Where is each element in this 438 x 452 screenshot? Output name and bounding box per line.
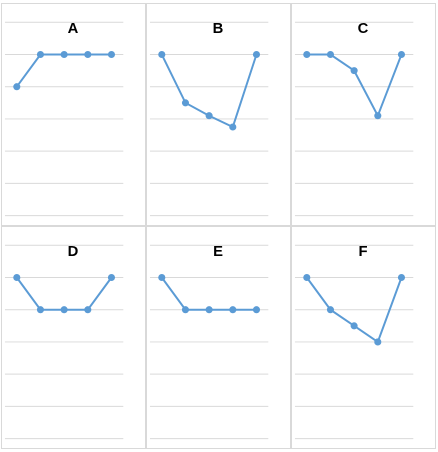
chart-panel-d: D: [1, 226, 146, 449]
data-point: [303, 273, 311, 282]
data-points: [303, 50, 406, 120]
data-point: [397, 50, 406, 59]
chart-svg-f: F: [294, 244, 414, 440]
data-point: [60, 50, 68, 59]
data-point: [84, 306, 92, 314]
data-points: [303, 273, 406, 346]
data-point: [252, 50, 261, 59]
data-point: [229, 306, 237, 314]
data-point: [158, 50, 166, 59]
data-point: [107, 273, 116, 282]
data-point: [350, 67, 358, 75]
series-line: [15, 53, 112, 88]
chart-panel-e: E: [146, 226, 291, 449]
chart-panel-f: F: [291, 226, 436, 449]
data-point: [60, 306, 68, 314]
panel-title: B: [213, 21, 224, 37]
data-point: [397, 273, 406, 282]
data-point: [205, 112, 213, 120]
data-points: [158, 273, 261, 314]
series-line: [306, 53, 403, 119]
data-point: [84, 50, 92, 59]
panel-title: C: [358, 21, 369, 37]
data-point: [36, 50, 45, 59]
chart-panel-c: C: [291, 3, 436, 226]
data-point: [13, 273, 21, 282]
chart-panel-b: B: [146, 3, 291, 226]
chart-svg-a: A: [4, 21, 124, 217]
chart-svg-c: C: [294, 21, 414, 217]
panel-title: E: [213, 244, 223, 260]
data-point: [181, 306, 190, 314]
gridlines: [294, 244, 414, 440]
data-points: [13, 50, 116, 91]
data-point: [374, 112, 382, 120]
chart-panel-a: A: [1, 3, 146, 226]
data-point: [107, 50, 116, 59]
data-point: [205, 306, 213, 314]
data-point: [326, 306, 335, 314]
data-points: [158, 50, 261, 131]
data-point: [13, 83, 21, 91]
panel-title: D: [68, 244, 79, 260]
data-point: [350, 322, 358, 330]
gridlines: [294, 21, 414, 217]
panel-title: A: [68, 21, 79, 37]
chart-svg-d: D: [4, 244, 124, 440]
data-point: [181, 99, 190, 107]
gridlines: [149, 21, 269, 217]
data-point: [229, 123, 237, 131]
data-points: [13, 273, 116, 314]
data-point: [374, 338, 382, 346]
panel-title: F: [358, 244, 367, 260]
data-point: [158, 273, 166, 282]
chart-svg-b: B: [149, 21, 269, 217]
series-line: [15, 276, 113, 311]
data-point: [303, 50, 311, 59]
series-line: [160, 276, 257, 311]
data-point: [36, 306, 45, 314]
data-point: [252, 306, 261, 314]
gridlines: [149, 244, 269, 440]
gridlines: [4, 244, 124, 440]
chart-svg-e: E: [149, 244, 269, 440]
data-point: [326, 50, 335, 59]
